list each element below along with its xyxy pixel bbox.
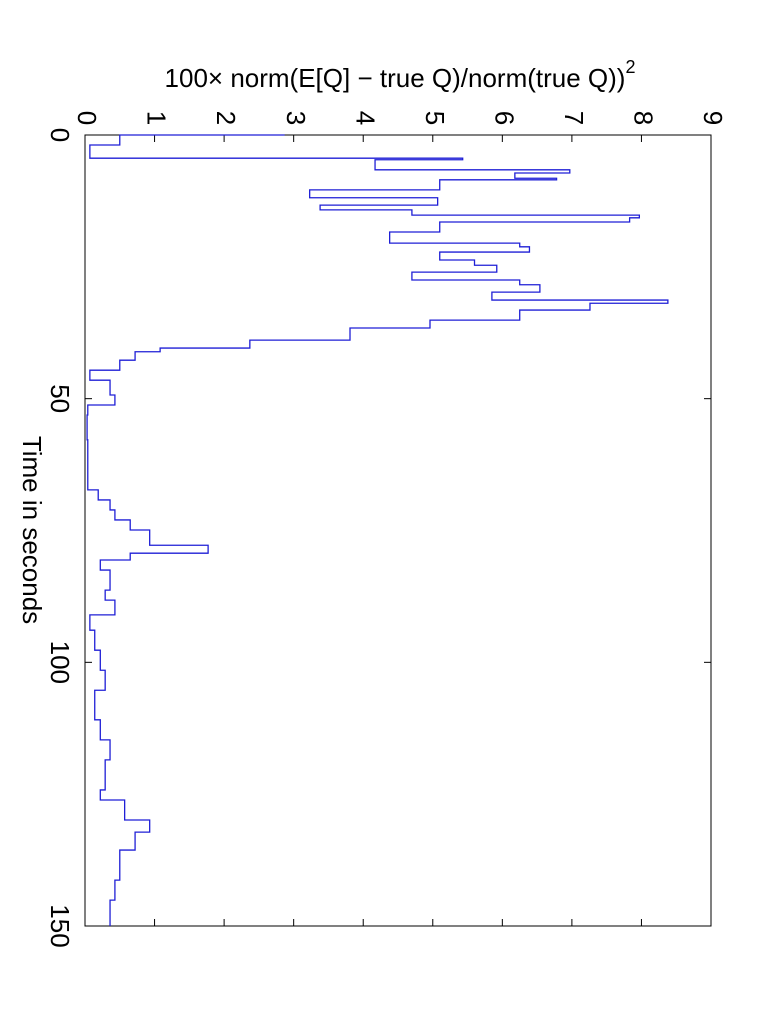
y-tick-label: 4	[350, 111, 380, 125]
x-tick-label: 50	[45, 384, 75, 413]
y-axis-label-main: 100× norm(E[Q] − true Q)/norm(true Q))	[165, 63, 626, 93]
y-tick-label: 7	[559, 111, 589, 125]
plot-frame	[84, 134, 712, 927]
x-tick-label: 100	[45, 641, 75, 684]
y-tick-label: 5	[420, 111, 450, 125]
y-axis-label-superscript: 2	[625, 57, 635, 77]
y-tick-label: 3	[281, 111, 311, 125]
y-tick-label: 2	[211, 111, 241, 125]
y-tick-label: 6	[489, 111, 519, 125]
y-tick-label: 0	[72, 111, 102, 125]
x-tick-label: 150	[45, 904, 75, 947]
data-line	[86, 134, 669, 926]
y-tick-label: 8	[629, 111, 659, 125]
y-axis-label: 100× norm(E[Q] − true Q)/norm(true Q))2	[165, 57, 636, 93]
x-tick-label: 0	[45, 128, 75, 142]
x-axis-label: Time in seconds	[17, 436, 47, 624]
y-tick-label: 1	[142, 111, 172, 125]
y-tick-label: 9	[698, 111, 728, 125]
